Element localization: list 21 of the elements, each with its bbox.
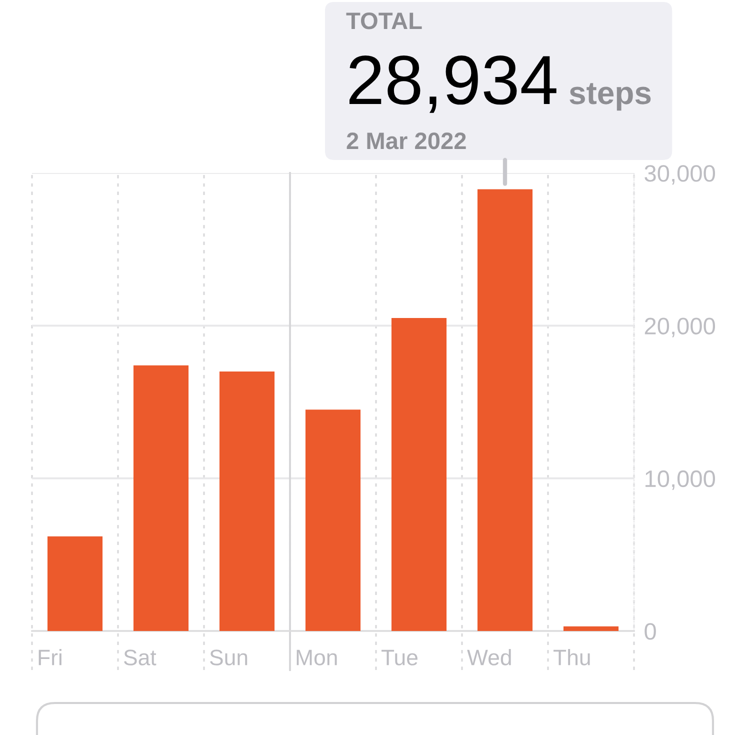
y-tick-label: 10,000 (646, 470, 716, 490)
text: 2 Mar 2022 (346, 132, 466, 150)
y-tick-label: 20,000 (644, 318, 716, 338)
bar (47, 536, 103, 631)
x-tick-label: Thu (554, 649, 590, 666)
text: TOTAL (346, 12, 422, 30)
x-tick-label: Wed (467, 649, 511, 666)
bar (391, 318, 447, 631)
bar (133, 365, 189, 631)
bar (477, 189, 533, 631)
annotation: 28,934 steps (349, 56, 651, 113)
x-tick-label: Sun (210, 650, 248, 666)
y-tick-label: 30,000 (644, 165, 716, 185)
x-tick-label: Fri (38, 649, 62, 666)
bar (563, 626, 619, 631)
x-tick-label: Sat (124, 650, 156, 666)
bar (219, 371, 275, 631)
x-tick-label: Tue (382, 650, 418, 666)
y-tick-label: 0 (644, 623, 656, 640)
x-tick-label: Mon (296, 650, 337, 666)
bar (305, 410, 361, 631)
